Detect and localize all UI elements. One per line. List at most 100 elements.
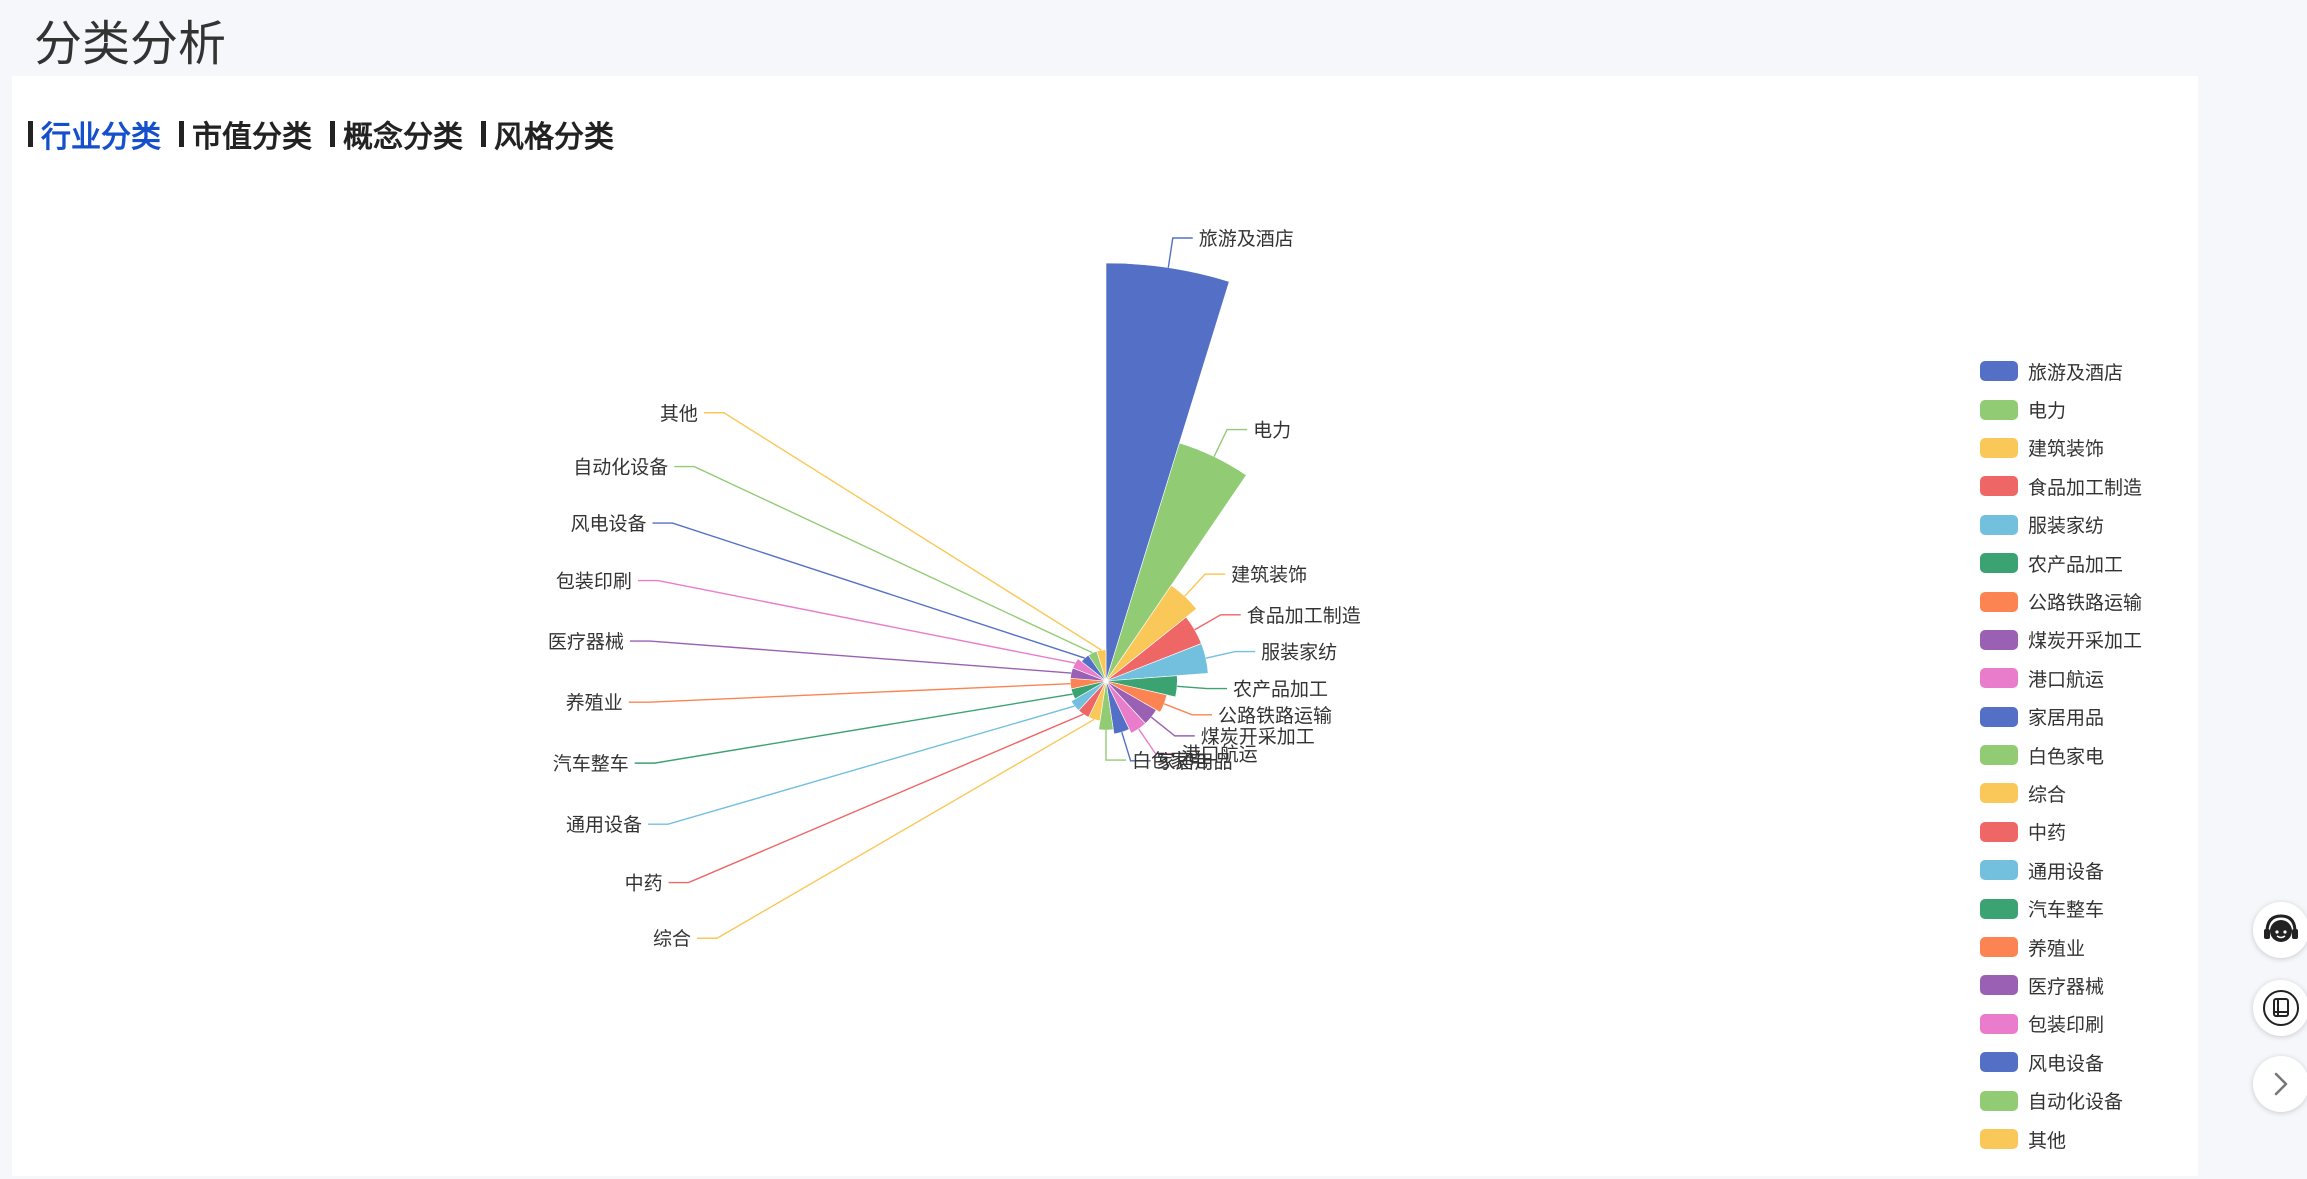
manual-button[interactable] — [2253, 980, 2307, 1036]
legend-label: 中药 — [2028, 822, 2067, 845]
legend-item[interactable]: 家居用品 — [1980, 698, 2180, 736]
legend-swatch — [1980, 898, 2018, 919]
legend-swatch — [1980, 745, 2018, 766]
pie-slice[interactable] — [1070, 680, 1107, 711]
legend-item[interactable]: 医疗器械 — [1980, 966, 2180, 1004]
legend-item[interactable]: 农产品加工 — [1980, 544, 2180, 582]
legend-label: 家居用品 — [2028, 707, 2105, 730]
legend-item[interactable]: 服装家纺 — [1980, 506, 2180, 544]
legend-item[interactable]: 中药 — [1980, 813, 2180, 851]
legend-swatch — [1980, 437, 2018, 458]
legend-swatch — [1980, 476, 2018, 497]
pie-slice[interactable] — [1105, 675, 1178, 698]
customer-service-button[interactable] — [2253, 902, 2307, 958]
slice-label: 综合 — [653, 928, 691, 950]
slice-label: 白色家电 — [1132, 750, 1208, 772]
chart-panel: 行业分类 市值分类 概念分类 风格分类 旅游及酒店 电力 建筑装饰 食品加工制造 服装家… — [12, 76, 2198, 1176]
tab-label: 风格分类 — [494, 120, 614, 155]
slice-label: 食品加工制造 — [1247, 605, 1361, 627]
legend-label: 港口航运 — [2028, 668, 2105, 691]
legend-item[interactable]: 建筑装饰 — [1980, 429, 2180, 467]
slice-label: 养殖业 — [566, 692, 623, 714]
slice-label: 建筑装饰 — [1231, 564, 1307, 586]
tab-marker — [28, 121, 33, 147]
page-title: 分类分析 — [34, 16, 227, 72]
label-leader-line — [1177, 685, 1228, 690]
label-leader-line — [629, 640, 1072, 674]
legend-swatch — [1980, 1013, 2018, 1034]
tab-industry[interactable]: 行业分类 — [28, 112, 161, 156]
label-leader-line — [1150, 716, 1195, 737]
legend-swatch — [1980, 591, 2018, 612]
slice-label: 医疗器械 — [548, 631, 624, 653]
label-leader-line — [1213, 428, 1248, 457]
book-icon — [2263, 990, 2299, 1026]
legend-label: 通用设备 — [2028, 860, 2105, 883]
slice-label: 风电设备 — [570, 513, 646, 535]
next-button[interactable] — [2253, 1056, 2307, 1112]
label-leader-line — [1121, 731, 1151, 762]
legend-item[interactable]: 养殖业 — [1980, 928, 2180, 966]
tab-market-cap[interactable]: 市值分类 — [179, 112, 312, 156]
label-leader-line — [637, 579, 1076, 664]
label-leader-line — [1138, 728, 1176, 755]
legend-label: 煤炭开采加工 — [2028, 630, 2143, 653]
legend-label: 农产品加工 — [2028, 553, 2124, 576]
label-leader-line — [1167, 237, 1193, 268]
legend-label: 公路铁路运输 — [2028, 592, 2143, 615]
legend-item[interactable]: 煤炭开采加工 — [1980, 621, 2180, 659]
slice-label: 旅游及酒店 — [1199, 228, 1294, 250]
legend-label: 养殖业 — [2028, 937, 2086, 960]
slice-label: 电力 — [1253, 420, 1291, 442]
legend-item[interactable]: 旅游及酒店 — [1980, 352, 2180, 390]
slice-label: 服装家纺 — [1261, 642, 1337, 664]
legend-label: 包装印刷 — [2028, 1014, 2105, 1037]
legend-item[interactable]: 风电设备 — [1980, 1043, 2180, 1081]
label-leader-line — [674, 465, 1093, 654]
pie-slice[interactable] — [1105, 643, 1209, 682]
label-leader-line — [668, 713, 1084, 884]
legend-item[interactable]: 食品加工制造 — [1980, 467, 2180, 505]
slice-label: 汽车整车 — [553, 753, 629, 775]
legend-label: 医疗器械 — [2028, 975, 2105, 998]
rose-pie-chart: 旅游及酒店电力建筑装饰食品加工制造服装家纺农产品加工公路铁路运输煤炭开采加工港口… — [548, 228, 1361, 950]
legend-item[interactable]: 公路铁路运输 — [1980, 582, 2180, 620]
pie-slice[interactable] — [1072, 658, 1107, 682]
legend-swatch — [1980, 706, 2018, 727]
legend-swatch — [1980, 975, 2018, 996]
legend-label: 汽车整车 — [2028, 899, 2105, 922]
slice-label: 其他 — [660, 403, 698, 425]
legend-label: 旅游及酒店 — [2028, 361, 2124, 384]
legend-item[interactable]: 通用设备 — [1980, 851, 2180, 889]
category-tabs: 行业分类 市值分类 概念分类 风格分类 — [28, 112, 632, 156]
tab-concept[interactable]: 概念分类 — [330, 112, 463, 156]
label-leader-line — [703, 412, 1102, 651]
legend-item[interactable]: 综合 — [1980, 774, 2180, 812]
legend-label: 食品加工制造 — [2028, 476, 2143, 499]
legend-label: 其他 — [2028, 1129, 2067, 1152]
slice-label: 包装印刷 — [556, 571, 632, 593]
legend-swatch — [1980, 1129, 2018, 1149]
slice-label: 农产品加工 — [1233, 679, 1328, 701]
tab-label: 市值分类 — [192, 120, 312, 155]
label-leader-line — [697, 718, 1095, 939]
legend-item[interactable]: 电力 — [1980, 390, 2180, 428]
legend-item[interactable]: 白色家电 — [1980, 736, 2180, 774]
legend-item[interactable]: 汽车整车 — [1980, 889, 2180, 927]
legend-swatch — [1980, 937, 2018, 958]
legend-item[interactable]: 其他 — [1980, 1120, 2180, 1158]
tab-label: 概念分类 — [343, 120, 463, 155]
tab-style[interactable]: 风格分类 — [481, 112, 614, 156]
legend-item[interactable]: 港口航运 — [1980, 659, 2180, 697]
label-leader-line — [1194, 614, 1241, 631]
legend-swatch — [1980, 399, 2018, 420]
legend-item[interactable]: 包装印刷 — [1980, 1005, 2180, 1043]
legend-swatch — [1980, 1090, 2018, 1111]
label-leader-line — [1184, 573, 1226, 597]
legend-label: 建筑装饰 — [2028, 438, 2105, 461]
slice-label: 通用设备 — [566, 814, 642, 836]
slice-label: 自动化设备 — [573, 457, 668, 479]
legend-item[interactable]: 自动化设备 — [1980, 1081, 2180, 1119]
legend-swatch — [1980, 821, 2018, 842]
legend-label: 电力 — [2028, 400, 2067, 423]
